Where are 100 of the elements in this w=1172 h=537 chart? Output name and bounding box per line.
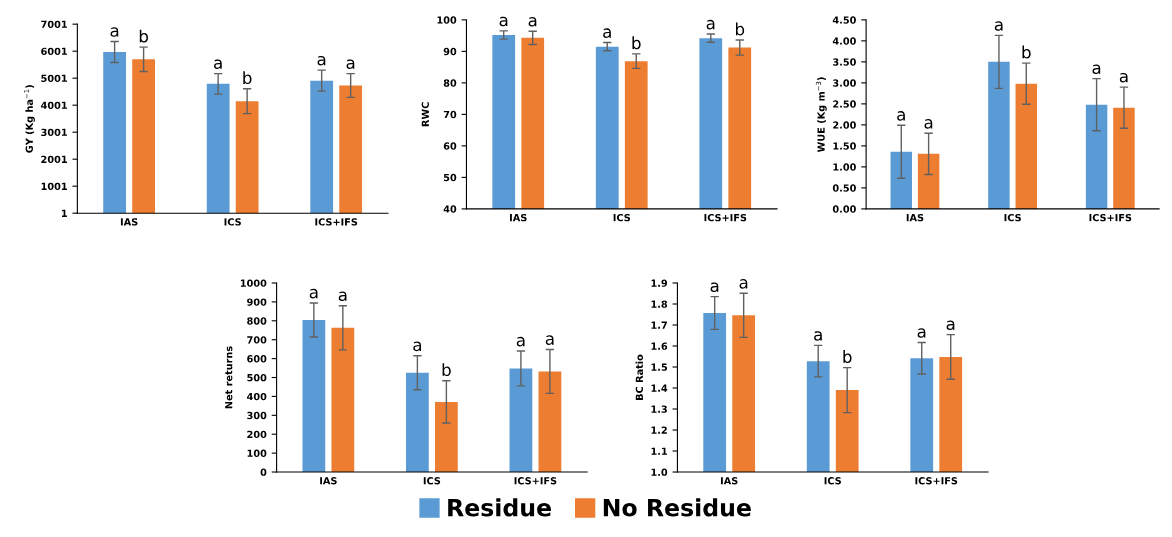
annotation: a xyxy=(603,28,611,38)
x-tick-label: ICS xyxy=(824,477,841,485)
bar xyxy=(406,372,429,473)
y-tick-label: 40 xyxy=(443,205,457,213)
y-tick-label: 1.2 xyxy=(651,426,667,434)
y-tick-label: 1001 xyxy=(41,182,67,191)
x-tick-label: ICS+IFS xyxy=(514,477,557,485)
x-tick-label: ICS+IFS xyxy=(704,213,747,222)
x-tick-label: ICS xyxy=(423,477,441,485)
y-tick-label: 80 xyxy=(443,79,457,87)
x-tick-label: ICS+IFS xyxy=(915,477,958,485)
x-tick-label: IAS xyxy=(721,477,738,485)
annotation: a xyxy=(214,59,222,69)
bar xyxy=(1113,107,1135,209)
annotation: a xyxy=(309,288,318,299)
annotation: a xyxy=(897,111,905,121)
annotation: a xyxy=(924,119,933,129)
y-tick-label: 1.50 xyxy=(833,142,856,150)
annotation: b xyxy=(1022,45,1031,59)
y-tick-label: 4.50 xyxy=(832,16,856,24)
y-tick-label: 3.00 xyxy=(833,79,856,87)
y-tick-label: 500 xyxy=(247,373,267,382)
y-tick-label: 400 xyxy=(247,392,267,401)
y-tick-label: 2.50 xyxy=(833,100,856,108)
y-tick-label: 4001 xyxy=(41,101,67,110)
bar xyxy=(434,401,458,473)
y-tick-label: 2001 xyxy=(41,155,67,164)
bar xyxy=(1015,83,1038,209)
annotation: b xyxy=(139,29,148,43)
x-tick-label: ICS xyxy=(224,218,241,226)
y-tick-label: 5001 xyxy=(41,74,67,82)
annotation: a xyxy=(739,279,748,289)
y-tick-label: 1.3 xyxy=(651,405,667,413)
annotation: a xyxy=(499,16,508,27)
bar xyxy=(538,371,562,473)
bar xyxy=(302,320,326,473)
annotation: b xyxy=(632,36,641,50)
y-tick-label: 900 xyxy=(247,298,267,306)
y-tick-label: 1.00 xyxy=(833,163,856,171)
annotation: b xyxy=(243,71,252,85)
annotation: a xyxy=(706,19,715,30)
legend-label: Residue xyxy=(448,498,551,517)
bar xyxy=(988,61,1010,209)
y-tick-label: 1.7 xyxy=(651,321,667,329)
y-tick-label: 2.00 xyxy=(833,121,856,129)
x-tick-label: ICS xyxy=(613,213,630,222)
annotation: a xyxy=(338,291,347,302)
x-tick-label: ICS+IFS xyxy=(315,218,358,226)
bar xyxy=(917,153,940,209)
annotation: b xyxy=(442,363,451,377)
annotation: b xyxy=(735,22,745,36)
y-tick-label: 60 xyxy=(443,142,457,150)
bar xyxy=(132,59,155,214)
y-tick-label: 1.5 xyxy=(651,363,668,371)
annotation: a xyxy=(317,55,326,66)
y-axis-title: BC Ratio xyxy=(635,354,644,400)
annotation: a xyxy=(946,320,955,331)
x-tick-label: IAS xyxy=(510,213,527,222)
annotation: a xyxy=(1119,72,1128,83)
bar xyxy=(235,101,259,214)
annotation: a xyxy=(814,331,822,341)
bar xyxy=(331,327,355,473)
bar xyxy=(206,83,230,214)
y-tick-label: 7001 xyxy=(41,20,67,28)
annotation: a xyxy=(528,17,537,27)
y-tick-label: 1.1 xyxy=(651,447,668,455)
annotation: a xyxy=(413,341,421,352)
y-tick-label: 1.9 xyxy=(651,279,668,287)
y-tick-label: 300 xyxy=(247,411,267,420)
x-tick-label: IAS xyxy=(120,218,138,226)
annotation: a xyxy=(917,328,926,338)
y-tick-label: 1.6 xyxy=(651,342,668,350)
bar xyxy=(103,52,127,214)
y-tick-label: 90 xyxy=(443,47,457,56)
y-tick-label: 1.0 xyxy=(651,468,668,476)
y-tick-label: 100 xyxy=(247,449,267,457)
y-axis-title: WUE (Kg m$^{−3}$) xyxy=(815,77,827,153)
y-tick-label: 3001 xyxy=(41,128,67,137)
y-tick-label: 70 xyxy=(443,110,457,119)
y-axis-title: RWC xyxy=(421,102,429,127)
y-tick-label: 200 xyxy=(247,430,267,439)
y-tick-label: 0.50 xyxy=(832,184,856,192)
annotation: a xyxy=(516,336,525,347)
annotation: a xyxy=(710,282,719,293)
bar xyxy=(310,80,334,214)
bar xyxy=(339,85,363,214)
bar xyxy=(890,151,913,209)
annotation: a xyxy=(346,59,355,69)
annotation: a xyxy=(110,27,119,37)
y-tick-label: 100 xyxy=(437,16,457,24)
legend-label: No Residue xyxy=(603,498,751,517)
y-tick-label: 600 xyxy=(247,355,267,363)
y-tick-label: 1.8 xyxy=(651,300,668,308)
x-tick-label: ICS xyxy=(1004,213,1021,222)
y-tick-label: 800 xyxy=(247,317,267,325)
y-tick-label: 3.50 xyxy=(833,58,856,66)
x-tick-label: IAS xyxy=(320,477,337,485)
y-tick-label: 1.4 xyxy=(651,384,668,392)
annotation: a xyxy=(545,335,554,345)
y-tick-label: 4.00 xyxy=(832,37,856,45)
